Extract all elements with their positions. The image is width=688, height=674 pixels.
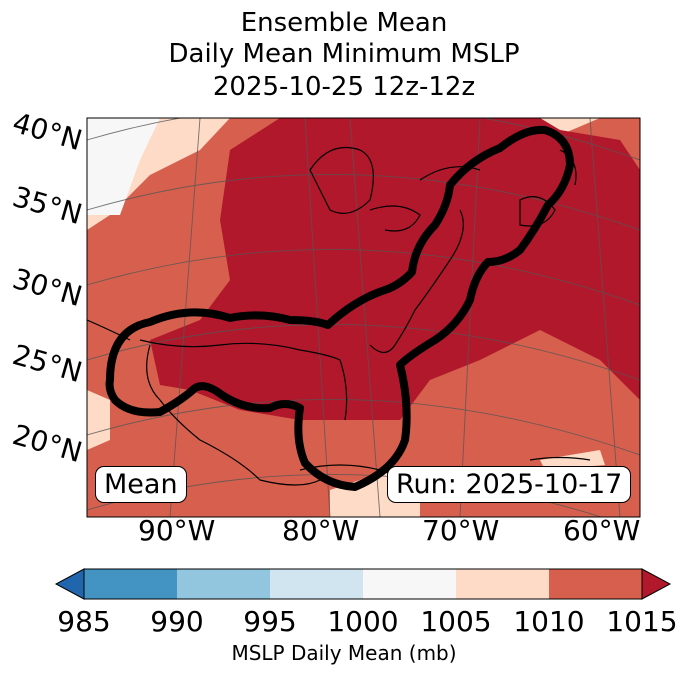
colorbar-tick-1010: 1010 (513, 605, 585, 638)
lon-label-90: 90°W (138, 514, 216, 547)
colorbar-tick-1000: 1000 (327, 605, 399, 638)
field-1000-nw (87, 118, 160, 215)
title-line-1: Ensemble Mean (240, 8, 448, 38)
field-1005-sw (87, 390, 110, 450)
colorbar-segment-985-990 (84, 569, 177, 599)
title-line-2: Daily Mean Minimum MSLP (168, 39, 520, 69)
colorbar-extend-high (641, 568, 672, 600)
title-line-3: 2025-10-25 12z-12z (212, 72, 476, 102)
colorbar-segment-1005-1010 (456, 569, 549, 599)
colorbar-tick-990: 990 (150, 605, 204, 638)
colorbar-segment-990-995 (177, 569, 270, 599)
map-field (87, 118, 640, 517)
colorbar-tick-1015: 1015 (606, 605, 678, 638)
map-frame (86, 117, 641, 518)
colorbar-frame (83, 568, 643, 600)
field-1005-se (540, 450, 605, 470)
lon-label-60: 60°W (563, 514, 641, 547)
colorbar-segment-995-1000 (270, 569, 363, 599)
lon-label-80: 80°W (282, 514, 360, 547)
colorbar-tick-995: 995 (243, 605, 297, 638)
colorbar-tick-985: 985 (57, 605, 111, 638)
lon-label-70: 70°W (422, 514, 500, 547)
mean-label-box: Mean (95, 466, 187, 503)
colorbar-extend-low (54, 568, 85, 600)
contour-outline (105, 125, 574, 491)
colorbar-label: MSLP Daily Mean (mb) (231, 641, 457, 665)
colorbar-segment-1000-1005 (363, 569, 456, 599)
colorbar-segment-1010-1015 (549, 569, 642, 599)
colorbar-tick-1005: 1005 (420, 605, 492, 638)
run-date-box: Run: 2025-10-17 (387, 466, 632, 503)
